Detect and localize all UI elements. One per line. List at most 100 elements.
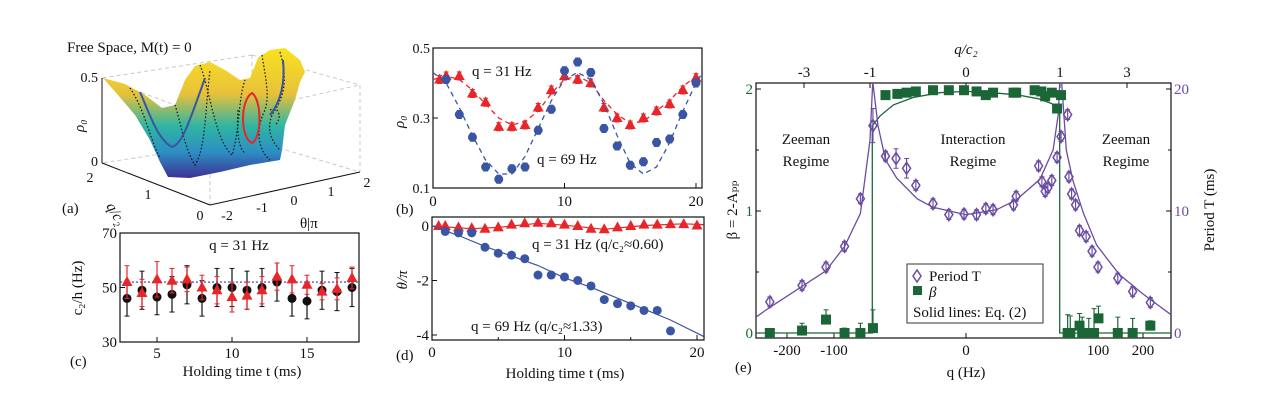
data-point — [467, 132, 477, 142]
period-data-point — [1070, 197, 1081, 213]
panel-b-label: (b) — [396, 202, 414, 218]
data-point — [520, 254, 530, 264]
panel-d-label: (d) — [396, 348, 414, 364]
beta-data-point — [943, 85, 954, 96]
y2-tick-label: 0 — [1174, 326, 1182, 342]
data-point — [211, 284, 223, 295]
data-point — [651, 105, 663, 115]
y-tick-label: 0.5 — [413, 42, 431, 57]
contour-line — [199, 64, 246, 157]
data-point — [453, 221, 464, 232]
z-tick-label: 0.5 — [81, 71, 99, 86]
beta-data-point — [855, 328, 866, 338]
data-point — [532, 216, 544, 227]
data-point — [467, 228, 477, 238]
data-point — [572, 220, 584, 230]
period-data-point — [1056, 129, 1066, 144]
data-point — [546, 104, 556, 114]
x-tick-label: -1 — [256, 201, 268, 216]
y-tick-label: 0.1 — [413, 182, 431, 197]
x-tick-label: 0 — [428, 345, 436, 361]
x-tick-label: 5 — [153, 346, 161, 362]
contour-line — [268, 51, 285, 151]
data-point — [572, 73, 584, 84]
y-tick-label: 0.3 — [413, 112, 431, 127]
beta-data-point — [1029, 85, 1040, 96]
data-point — [651, 218, 663, 229]
data-point — [440, 226, 450, 236]
period-data-point — [1066, 186, 1077, 202]
panel-a-title: Free Space, M(t) = 0 — [67, 40, 192, 56]
data-point — [136, 286, 148, 297]
data-point — [466, 87, 478, 98]
x-tick-label: 20 — [689, 194, 704, 210]
period-data-point — [1046, 173, 1057, 188]
y2-tick-label: 10 — [1174, 204, 1189, 220]
data-point — [287, 293, 297, 303]
panel-e-ylabel: β = 2-Aₚₚ — [725, 181, 741, 240]
period-data-point — [943, 207, 954, 223]
data-point — [316, 285, 328, 296]
beta-data-point — [1056, 90, 1067, 101]
panel-e-x2label: q/c₂ — [954, 42, 978, 58]
data-point — [454, 228, 463, 238]
period-data-point — [764, 294, 775, 310]
x2-tick-label: -1 — [864, 65, 877, 81]
panel-d-ylabel: θ/π — [395, 270, 411, 290]
legend-entry-period: Period T — [929, 269, 981, 285]
beta-data-point — [1077, 328, 1088, 338]
data-point — [331, 282, 343, 293]
x-tick-label: 1 — [328, 185, 335, 200]
period-data-point — [880, 148, 891, 164]
data-point — [624, 119, 636, 129]
data-point — [271, 270, 283, 281]
data-point — [666, 326, 675, 336]
data-point — [241, 289, 253, 300]
panel-b-legend-q69: q = 69 Hz — [537, 152, 597, 168]
data-point — [612, 141, 622, 151]
y-tick-label: 2 — [87, 171, 94, 186]
x2-tick-label: 1 — [1056, 65, 1064, 81]
y-tick-label: 0 — [197, 209, 204, 224]
period-data-point — [1093, 259, 1103, 275]
beta-data-point — [980, 90, 991, 101]
data-point — [481, 162, 491, 172]
panel-a-label: (a) — [62, 201, 79, 217]
y-tick-label: 70 — [102, 226, 117, 242]
period-data-point — [1011, 189, 1022, 204]
data-point — [599, 124, 609, 133]
data-point — [166, 274, 178, 285]
period-data-point — [971, 207, 982, 223]
panel-a-surface — [103, 48, 305, 178]
panel-a-red-trajectory — [242, 91, 261, 145]
data-point — [611, 112, 623, 122]
legend-diamond-icon — [912, 268, 922, 284]
y-tick-label: -4 — [417, 328, 430, 344]
beta-data-point — [928, 85, 938, 96]
data-point — [346, 271, 358, 282]
region-label-text: Interaction — [941, 132, 1006, 148]
y-tick-label: 50 — [102, 281, 117, 297]
data-point — [302, 296, 312, 306]
period-data-point — [928, 196, 938, 212]
data-point — [678, 110, 688, 119]
x-tick-label: 20 — [690, 345, 705, 361]
panel-e-label: (e) — [735, 360, 752, 376]
data-point — [560, 272, 569, 282]
legend-note: Solid lines: Eq. (2) — [913, 305, 1026, 321]
data-point — [612, 221, 623, 232]
panel-d-legend-q69: q = 69 Hz (q/c₂≈1.33) — [471, 319, 602, 335]
period-data-point — [980, 201, 991, 216]
y-tick-label: 30 — [102, 335, 117, 351]
region-label-text: Regime — [783, 154, 830, 170]
data-point — [494, 174, 504, 184]
beta-data-point — [959, 85, 970, 96]
beta-data-point — [880, 90, 891, 101]
data-point — [598, 223, 610, 234]
period-data-point — [797, 278, 807, 293]
z-axis-label: ρ₀ — [72, 120, 88, 133]
period-data-point — [1062, 107, 1073, 122]
data-point — [301, 278, 313, 289]
beta-data-point — [1040, 91, 1051, 102]
period-data-point — [1052, 149, 1062, 165]
